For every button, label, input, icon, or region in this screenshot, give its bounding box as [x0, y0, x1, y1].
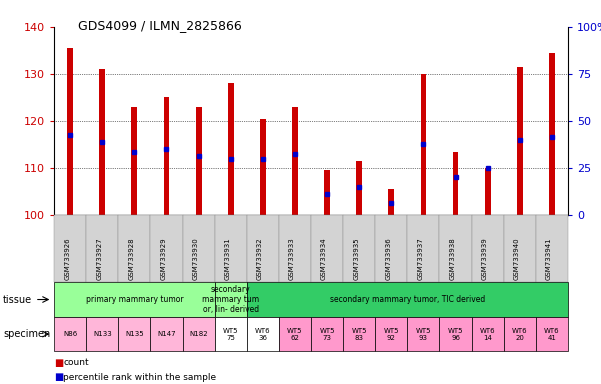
Text: GSM733928: GSM733928: [129, 238, 135, 280]
Text: count: count: [63, 358, 89, 367]
Text: GSM733929: GSM733929: [160, 238, 166, 280]
Bar: [132, 107, 137, 215]
Text: N86: N86: [63, 331, 78, 337]
Text: primary mammary tumor: primary mammary tumor: [85, 295, 183, 304]
Text: GSM733932: GSM733932: [257, 238, 263, 280]
Bar: [517, 67, 523, 215]
Bar: [421, 74, 426, 215]
Bar: [228, 83, 234, 215]
Text: WT6
20: WT6 20: [512, 328, 528, 341]
Text: GSM733940: GSM733940: [514, 238, 520, 280]
Text: WT6
14: WT6 14: [480, 328, 495, 341]
Text: N133: N133: [93, 331, 112, 337]
Text: GSM733939: GSM733939: [481, 238, 487, 280]
Text: GSM733941: GSM733941: [546, 238, 552, 280]
Bar: [67, 48, 73, 215]
Text: GSM733935: GSM733935: [353, 238, 359, 280]
Text: GSM733926: GSM733926: [64, 238, 70, 280]
Text: tissue: tissue: [3, 295, 32, 305]
Text: GSM733937: GSM733937: [418, 238, 424, 280]
Text: GSM733936: GSM733936: [385, 238, 391, 280]
Bar: [292, 107, 298, 215]
Text: WT5
73: WT5 73: [319, 328, 335, 341]
Bar: [485, 168, 490, 215]
Text: percentile rank within the sample: percentile rank within the sample: [63, 372, 216, 382]
Text: WT5
92: WT5 92: [383, 328, 399, 341]
Bar: [453, 152, 459, 215]
Text: GSM733930: GSM733930: [192, 238, 198, 280]
Bar: [356, 161, 362, 215]
Text: GSM733938: GSM733938: [450, 238, 456, 280]
Text: GSM733934: GSM733934: [321, 238, 327, 280]
Text: WT5
96: WT5 96: [448, 328, 463, 341]
Text: WT6
36: WT6 36: [255, 328, 270, 341]
Text: N135: N135: [125, 331, 144, 337]
Text: WT5
75: WT5 75: [223, 328, 239, 341]
Bar: [163, 98, 169, 215]
Bar: [196, 107, 201, 215]
Text: secondary
mammary tum
or, lin- derived: secondary mammary tum or, lin- derived: [202, 285, 259, 314]
Text: secondary mammary tumor, TIC derived: secondary mammary tumor, TIC derived: [330, 295, 485, 304]
Text: WT5
93: WT5 93: [416, 328, 431, 341]
Text: WT6
41: WT6 41: [544, 328, 560, 341]
Text: GDS4099 / ILMN_2825866: GDS4099 / ILMN_2825866: [78, 19, 242, 32]
Bar: [549, 53, 555, 215]
Bar: [99, 69, 105, 215]
Text: WT5
83: WT5 83: [352, 328, 367, 341]
Text: specimen: specimen: [3, 329, 50, 339]
Text: N182: N182: [189, 331, 208, 337]
Text: WT5
62: WT5 62: [287, 328, 303, 341]
Bar: [388, 189, 394, 215]
Text: GSM733933: GSM733933: [289, 238, 295, 280]
Bar: [324, 170, 330, 215]
Bar: [260, 119, 266, 215]
Text: ■: ■: [54, 372, 63, 382]
Text: ■: ■: [54, 358, 63, 368]
Text: GSM733931: GSM733931: [225, 238, 231, 280]
Text: N147: N147: [157, 331, 176, 337]
Text: GSM733927: GSM733927: [96, 238, 102, 280]
